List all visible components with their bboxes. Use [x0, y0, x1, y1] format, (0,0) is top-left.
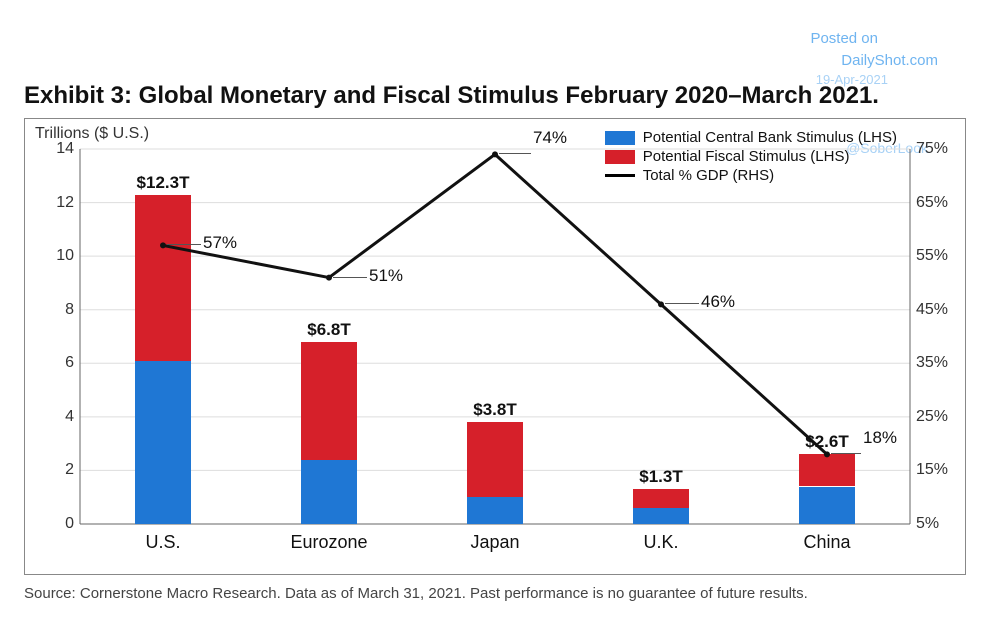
source-note: Source: Cornerstone Macro Research. Data… — [24, 585, 808, 602]
leader-line — [665, 303, 699, 304]
chart-container: Trillions ($ U.S.) Potential Central Ban… — [24, 118, 966, 575]
page: Posted on DailyShot.com 19-Apr-2021 @Sob… — [0, 0, 988, 628]
leader-line — [499, 153, 531, 154]
category-label: Eurozone — [290, 532, 367, 553]
ytick-left: 8 — [65, 301, 74, 319]
ytick-left: 2 — [65, 461, 74, 479]
pct-gdp-label: 18% — [863, 428, 897, 448]
ytick-left: 4 — [65, 408, 74, 426]
ytick-left: 6 — [65, 354, 74, 372]
legend-label-centralbank: Potential Central Bank Stimulus (LHS) — [643, 129, 897, 146]
ytick-right: 45% — [916, 301, 948, 319]
ytick-right: 25% — [916, 408, 948, 426]
ytick-right: 65% — [916, 194, 948, 212]
leader-line — [167, 244, 201, 245]
ytick-left: 10 — [56, 247, 74, 265]
ytick-left: 14 — [56, 140, 74, 158]
category-label: Japan — [470, 532, 519, 553]
line-svg — [80, 149, 910, 524]
plot-area: U.S.$12.3T57%Eurozone$6.8T51%Japan$3.8T7… — [80, 149, 910, 524]
category-label: U.K. — [643, 532, 678, 553]
pct-gdp-label: 51% — [369, 266, 403, 286]
ytick-right: 35% — [916, 354, 948, 372]
ytick-left: 12 — [56, 194, 74, 212]
bar-total-label: $2.6T — [805, 432, 848, 452]
pct-gdp-label: 57% — [203, 233, 237, 253]
watermark-posted-on: Posted on — [810, 30, 878, 47]
bar-total-label: $1.3T — [639, 467, 682, 487]
bar-total-label: $3.8T — [473, 400, 516, 420]
category-label: China — [803, 532, 850, 553]
ytick-right: 55% — [916, 247, 948, 265]
ytick-left: 0 — [65, 515, 74, 533]
legend-item-centralbank: Potential Central Bank Stimulus (LHS) — [605, 129, 897, 146]
bar-total-label: $6.8T — [307, 320, 350, 340]
watermark-site: DailyShot.com — [841, 52, 938, 69]
ytick-right: 15% — [916, 461, 948, 479]
ytick-right: 5% — [916, 515, 939, 533]
ytick-right: 75% — [916, 140, 948, 158]
y-axis-label-left: Trillions ($ U.S.) — [35, 125, 149, 143]
leader-line — [831, 453, 861, 454]
bar-total-label: $12.3T — [137, 173, 190, 193]
chart-title: Exhibit 3: Global Monetary and Fiscal St… — [24, 82, 879, 110]
legend-swatch-centralbank — [605, 131, 635, 145]
leader-line — [333, 277, 367, 278]
pct-gdp-label: 46% — [701, 292, 735, 312]
pct-gdp-label: 74% — [533, 128, 567, 148]
category-label: U.S. — [145, 532, 180, 553]
